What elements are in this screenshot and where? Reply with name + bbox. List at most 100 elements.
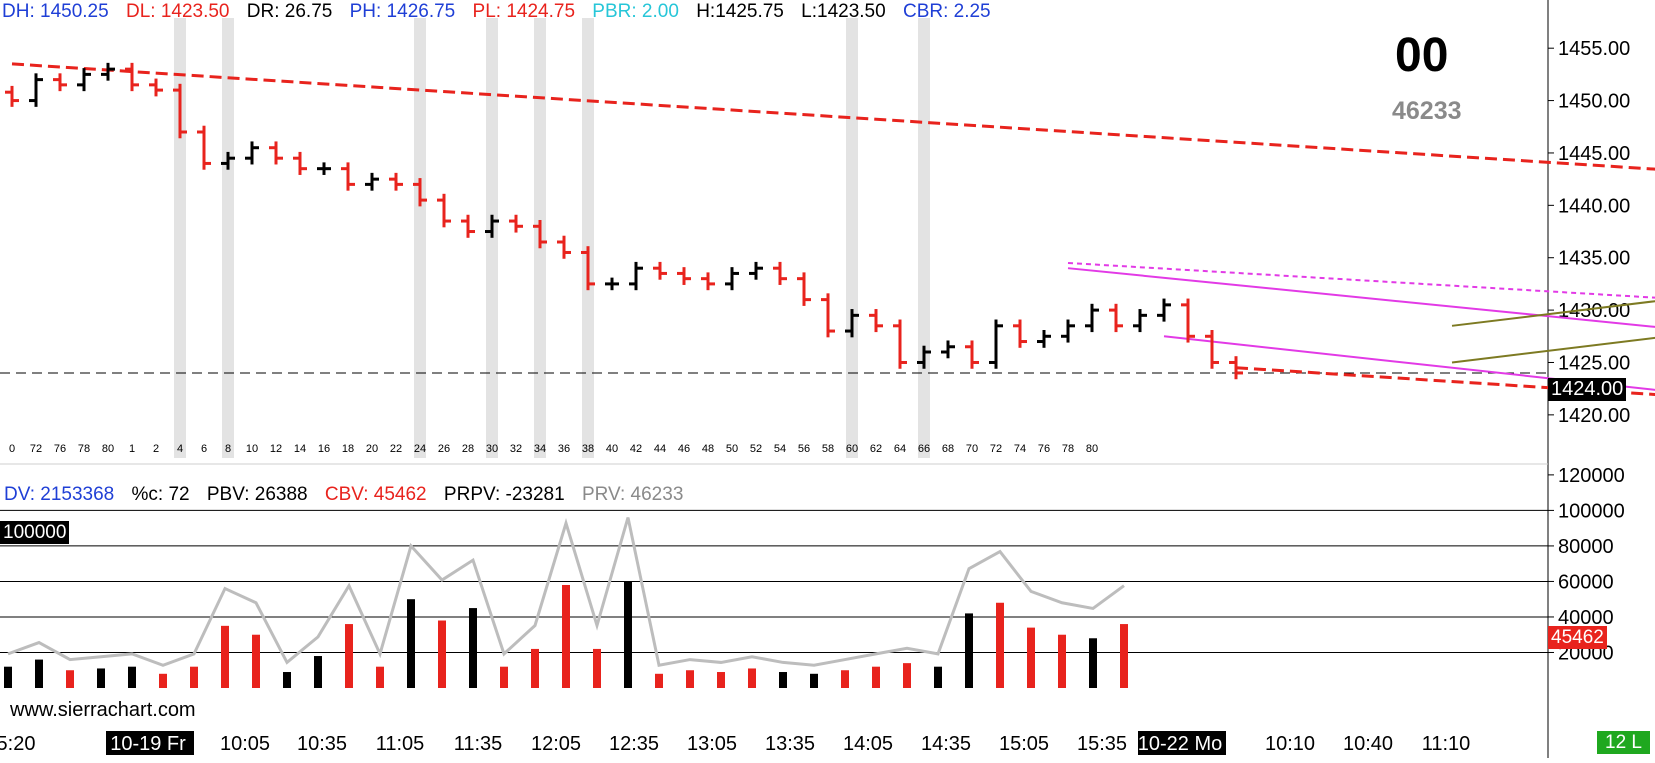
volume-bar	[779, 672, 787, 688]
bar-number-label: 66	[918, 443, 930, 455]
time-axis-label: 15:05	[999, 733, 1049, 755]
bar-low: L:1423.50	[801, 1, 886, 22]
time-axis-label: 14:05	[843, 733, 893, 755]
price-tick-label-7: 1455.00	[1558, 38, 1630, 60]
price-bar	[1013, 319, 1027, 348]
volume-bar	[903, 663, 911, 688]
prior-high: PH: 1426.75	[349, 1, 456, 22]
current-bar-volume: CBV: 45462	[324, 484, 427, 505]
bar-number-label: 76	[1038, 443, 1050, 455]
price-bar	[125, 62, 139, 92]
price-bar	[557, 235, 571, 259]
time-axis-label: 11:10	[1422, 733, 1471, 755]
time-axis-label: 15:35	[1077, 733, 1127, 755]
volume-bar	[190, 666, 198, 688]
bar-number-label: 18	[342, 443, 354, 455]
price-bar	[1085, 303, 1099, 333]
price-bar	[173, 83, 187, 139]
price-bar	[533, 220, 547, 249]
time-axis-label: 12:35	[609, 733, 659, 755]
price-bar	[1181, 298, 1195, 343]
time-axis-label: 10:05	[220, 733, 270, 755]
volume-tick-label-3: 80000	[1558, 536, 1614, 558]
bar-number-label: 34	[534, 443, 546, 455]
bar-number-label: 38	[582, 443, 594, 455]
price-bar	[53, 73, 67, 92]
time-axis-label: 5:20	[0, 733, 35, 755]
bar-number-label: 80	[102, 443, 114, 455]
bar-number-label: 78	[1062, 443, 1074, 455]
bar-number-label: 40	[606, 443, 618, 455]
session-band-2	[414, 18, 426, 458]
volume-bar	[1089, 638, 1097, 688]
volume-bar	[562, 584, 570, 688]
volume-bar	[469, 608, 477, 688]
bar-number-label: 76	[54, 443, 66, 455]
price-bar	[77, 68, 91, 92]
bar-number-label: 48	[702, 443, 714, 455]
price-bar	[389, 172, 403, 191]
price-bar	[845, 309, 859, 338]
price-bar	[797, 272, 811, 306]
price-bar	[989, 319, 1003, 369]
price-tick-label-3: 1435.00	[1558, 248, 1630, 270]
time-axis-label: 12:05	[531, 733, 581, 755]
time-axis-label: 10:35	[297, 733, 347, 755]
bar-number-label: 8	[225, 443, 231, 455]
price-bar	[581, 246, 595, 291]
bar-number-label: 42	[630, 443, 642, 455]
volume-bar	[407, 599, 415, 688]
session-band-0	[174, 18, 186, 458]
daily-low: DL: 1423.50	[125, 1, 230, 22]
status-badge[interactable]: 12 L	[1597, 731, 1650, 754]
bar-number-label: 78	[78, 443, 90, 455]
bar-number-label: 46	[678, 443, 690, 455]
price-bar	[317, 162, 331, 175]
volume-bar	[66, 670, 74, 688]
bar-number-label: 16	[318, 443, 330, 455]
volume-tick-label-1: 40000	[1558, 607, 1614, 629]
bar-high: H:1425.75	[696, 1, 784, 22]
price-tick-label-6: 1450.00	[1558, 91, 1630, 113]
price-bar	[1205, 330, 1219, 369]
price-bar	[221, 151, 235, 170]
bar-number-label: 36	[558, 443, 570, 455]
volume-bar	[1120, 624, 1128, 688]
bar-number-label: 4	[177, 443, 183, 455]
volume-trend-line	[7, 517, 1125, 668]
price-bar	[869, 309, 883, 333]
volume-bar	[438, 620, 446, 688]
price-bar	[245, 141, 259, 165]
prior-range-volume: PRPV: -23281	[443, 484, 565, 505]
time-axis-label: 10-22 Mo	[1138, 733, 1223, 755]
time-axis-label: 13:35	[765, 733, 815, 755]
price-bar	[893, 319, 907, 369]
price-bar	[1061, 319, 1075, 343]
volume-bar	[934, 666, 942, 688]
volume-tick-label-4: 100000	[1558, 500, 1625, 522]
volume-bar	[748, 668, 756, 688]
price-tick-label-1: 1425.00	[1558, 352, 1630, 374]
price-bar	[677, 267, 691, 285]
time-label-bg	[1138, 731, 1226, 755]
bar-number-label: 54	[774, 443, 786, 455]
prior-volume: PRV: 46233	[581, 484, 684, 505]
volume-bar	[314, 656, 322, 688]
session-band-6	[846, 18, 858, 458]
trendline-3	[1067, 267, 1655, 328]
volume-bar	[810, 673, 818, 688]
volume-bar	[686, 670, 694, 688]
bar-number-label: 62	[870, 443, 882, 455]
volume-bar	[1058, 634, 1066, 688]
volume-bar	[4, 666, 12, 688]
time-axis-label: 11:35	[454, 733, 503, 755]
bar-number-label: 14	[294, 443, 306, 455]
bar-number-label: 10	[246, 443, 258, 455]
daily-high: DH: 1450.25	[2, 1, 109, 22]
trendline-5	[1451, 300, 1655, 327]
volume-tick-label-5: 120000	[1558, 465, 1625, 487]
bar-number-label: 68	[942, 443, 954, 455]
bar-number-label: 58	[822, 443, 834, 455]
bar-number-label: 60	[846, 443, 858, 455]
